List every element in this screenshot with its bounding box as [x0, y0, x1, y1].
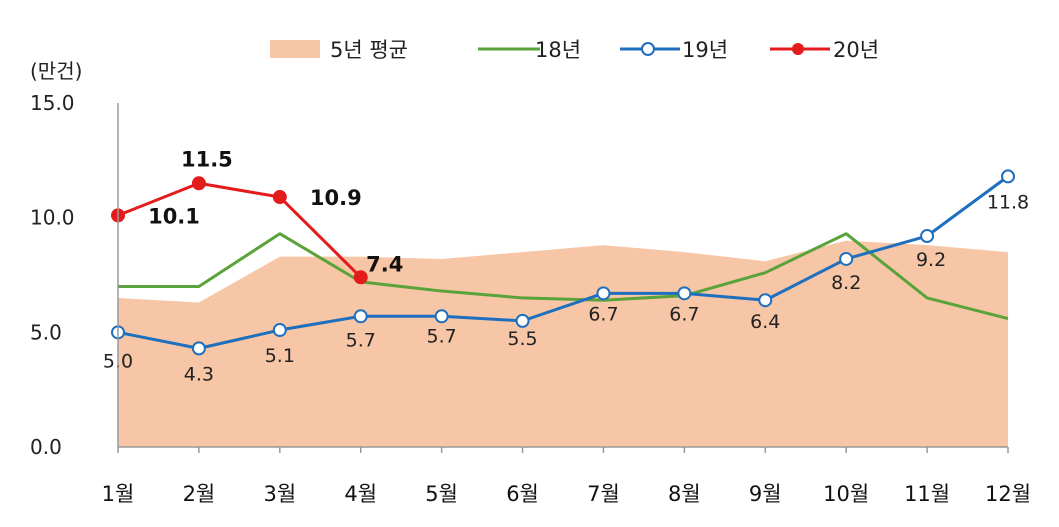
y-unit-label: (만건) [30, 59, 82, 83]
point-19 [677, 286, 692, 301]
point-20 [272, 190, 287, 205]
legend-marker-19 [641, 42, 655, 56]
y-tick-label: 5.0 [30, 320, 62, 344]
data-label-19: 5.7 [346, 329, 376, 351]
data-label-20: 7.4 [366, 252, 403, 276]
line-18 [118, 232, 1009, 321]
x-tick-label: 11월 [904, 482, 950, 506]
data-label-19: 11.8 [987, 191, 1029, 213]
data-label-19: 4.3 [184, 363, 214, 385]
x-tick-label: 7월 [587, 482, 620, 506]
x-tick-label: 5월 [425, 482, 458, 506]
point-19 [758, 293, 773, 308]
legend-swatch-5yr-avg [270, 40, 320, 58]
plot-area: 5.04.35.15.7 5.7 5.56.7 6.7 6.48.29.211.810.… [103, 147, 1029, 447]
legend: 5년 평균 18년 19년 20년 [270, 38, 879, 62]
data-label-19: 9.2 [916, 249, 946, 271]
data-label-20: 11.5 [181, 147, 233, 171]
x-tick-label: 1월 [102, 482, 135, 506]
point-19 [596, 286, 611, 301]
data-label-19: 5.7 [427, 325, 457, 347]
x-tick-label: 12월 [985, 482, 1031, 506]
line-20 [117, 181, 362, 279]
point-19 [1001, 169, 1015, 184]
y-tick-label: 10.0 [30, 206, 75, 230]
legend-label-20: 20년 [833, 38, 879, 62]
point-19 [434, 309, 449, 324]
legend-marker-20 [792, 43, 804, 55]
x-tick-label: 8월 [668, 482, 701, 506]
line-19 [117, 175, 1009, 350]
point-19 [920, 229, 935, 244]
data-label-19: 6.4 [750, 311, 780, 333]
y-tick-label: 15.0 [30, 91, 75, 115]
legend-label-5yr-avg: 5년 평균 [330, 38, 408, 62]
x-tick-label: 2월 [183, 482, 216, 506]
legend-label-18: 18년 [535, 38, 581, 62]
point-19 [191, 341, 206, 356]
point-20 [353, 270, 368, 285]
x-tick-label: 10월 [823, 482, 869, 506]
x-tick-label: 3월 [263, 482, 296, 506]
point-19 [353, 309, 368, 324]
data-label-20: 10.9 [310, 186, 362, 210]
area-5yr-avg [118, 240, 1008, 447]
x-tick-label: 9월 [749, 482, 782, 506]
data-label-19: 6.7 [588, 303, 618, 325]
y-tick-label: 0.0 [30, 435, 62, 459]
point-20 [191, 176, 206, 191]
y-axis-ticks: 0.0 5.0 10.0 15.0 [30, 91, 75, 459]
point-19 [272, 323, 287, 338]
point-19 [839, 251, 854, 266]
data-label-19: 6.7 [669, 303, 699, 325]
data-label-19: 5.5 [507, 328, 537, 350]
data-label-19: 8.2 [831, 272, 861, 294]
x-tick-label: 4월 [344, 482, 377, 506]
data-label-20: 10.1 [148, 204, 200, 228]
data-label-19: 5.1 [265, 345, 295, 367]
point-19 [515, 313, 530, 328]
x-axis-ticks: 1월 2월 3월 4월 5월 6월 7월 8월 9월 10월 11월 12월 [102, 447, 1031, 506]
legend-label-19: 19년 [682, 38, 728, 62]
x-tick-label: 6월 [506, 482, 539, 506]
